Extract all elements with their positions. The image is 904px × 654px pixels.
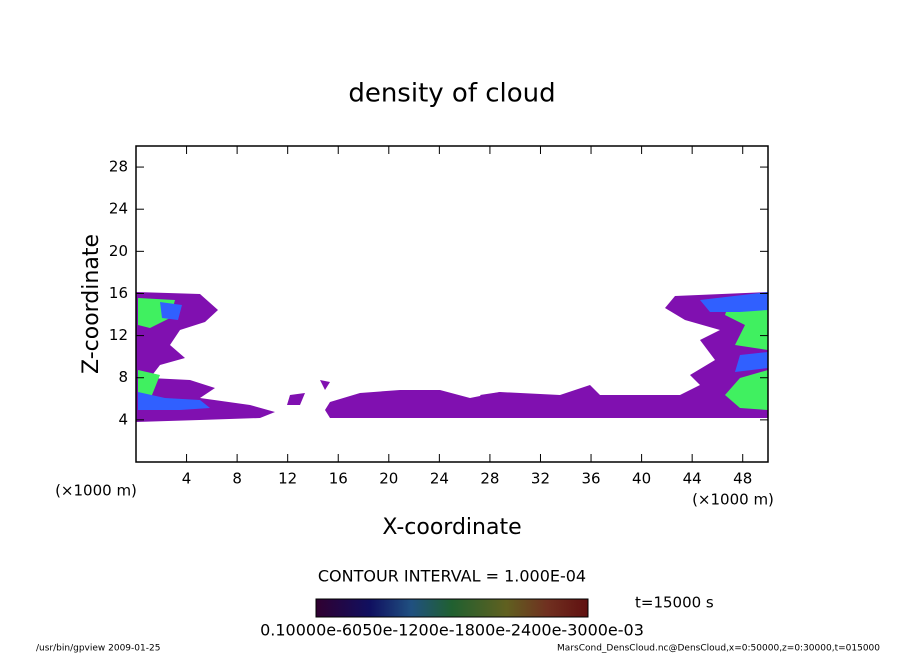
footer: /usr/bin/gpview 2009-01-25 xyxy=(36,644,160,654)
y-tick-label: 16 xyxy=(109,284,128,302)
time-label: t=15000 s xyxy=(635,594,714,612)
x-tick-label: 40 xyxy=(632,470,651,488)
x-unit: (×1000 m) xyxy=(692,491,774,509)
x-tick-label: 20 xyxy=(379,470,398,488)
colorbar xyxy=(315,598,589,618)
x-tick-label: 8 xyxy=(232,470,242,488)
y-tick-label: 12 xyxy=(109,326,128,344)
y-tick-label: 20 xyxy=(109,242,128,260)
x-tick-label: 4 xyxy=(182,470,192,488)
colorbar-labels: 0.10000e-6050e-1200e-1800e-2400e-3000e-0… xyxy=(260,621,644,640)
y-tick-label: 28 xyxy=(109,158,128,176)
x-tick-label: 16 xyxy=(329,470,348,488)
x-tick-label: 32 xyxy=(531,470,550,488)
x-tick-label: 44 xyxy=(683,470,702,488)
contour-field xyxy=(136,292,768,422)
x-tick-label: 24 xyxy=(430,470,449,488)
y-tick-label: 8 xyxy=(118,368,128,386)
y-tick-label: 24 xyxy=(109,200,128,218)
y-tick-label: 4 xyxy=(118,410,128,428)
x-axis-label: X-coordinate xyxy=(382,515,521,540)
x-tick-label: 48 xyxy=(733,470,752,488)
x-tick-label: 12 xyxy=(278,470,297,488)
plot-frame xyxy=(135,145,769,463)
chart-title: density of cloud xyxy=(348,79,555,109)
x-unit: (×1000 m) xyxy=(55,482,137,500)
y-axis-label: Z-coordinate xyxy=(79,234,104,374)
x-tick-label: 28 xyxy=(480,470,499,488)
x-tick-label: 36 xyxy=(581,470,600,488)
footer: MarsCond_DensCloud.nc@DensCloud,x=0:5000… xyxy=(557,644,880,654)
contour-interval: CONTOUR INTERVAL = 1.000E-04 xyxy=(318,567,586,586)
